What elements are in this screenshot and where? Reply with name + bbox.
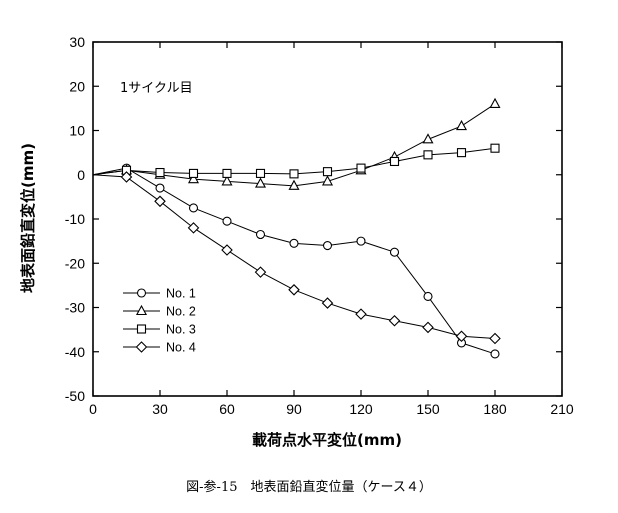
- data-point-square: [423, 150, 433, 160]
- data-point-circle: [155, 183, 165, 193]
- y-tick-label: 10: [69, 123, 85, 139]
- figure-caption: 図-参-15 地表面鉛直変位量（ケース４）: [186, 480, 432, 495]
- data-point-diamond: [388, 314, 401, 327]
- data-point-square: [389, 156, 400, 167]
- legend-label: No. 1: [166, 287, 196, 301]
- x-tick-label: 210: [550, 401, 574, 417]
- y-axis-title: 地表面鉛直変位(mm): [19, 143, 37, 293]
- data-point-triangle: [422, 133, 434, 144]
- x-tick-label: 60: [219, 401, 235, 417]
- data-point-triangle: [489, 97, 501, 108]
- x-tick-label: 90: [286, 401, 302, 417]
- data-point-triangle: [254, 177, 267, 188]
- y-tick-label: -50: [65, 388, 85, 404]
- data-point-circle: [188, 203, 199, 213]
- data-point-square: [322, 167, 333, 177]
- data-point-square: [289, 169, 299, 179]
- data-point-diamond: [154, 195, 166, 208]
- data-point-diamond: [455, 330, 468, 343]
- data-point-triangle: [135, 304, 148, 316]
- chart-annotation: 1サイクル目: [120, 81, 193, 96]
- data-point-square: [222, 168, 232, 178]
- x-tick-label: 30: [152, 401, 168, 417]
- data-point-triangle: [221, 175, 233, 186]
- legend-item: No. 3: [123, 323, 196, 337]
- x-tick-label: 120: [349, 401, 373, 417]
- y-tick-label: 20: [69, 78, 85, 94]
- legend-item: No. 4: [123, 341, 196, 355]
- data-point-square: [255, 168, 266, 178]
- data-point-square: [356, 163, 366, 173]
- x-axis-title: 載荷点水平変位(mm): [252, 431, 402, 449]
- data-point-circle: [423, 291, 433, 301]
- y-tick-label: -40: [65, 344, 85, 360]
- legend-item: No. 2: [123, 305, 196, 319]
- y-tick-label: -10: [65, 211, 85, 227]
- data-point-circle: [389, 247, 400, 257]
- legend-label: No. 2: [166, 305, 196, 319]
- series-3: [92, 143, 500, 179]
- data-point-triangle: [321, 175, 334, 186]
- data-point-diamond: [489, 332, 501, 345]
- data-point-diamond: [187, 222, 200, 234]
- y-tick-label: -30: [65, 300, 85, 316]
- data-point-diamond: [221, 244, 233, 256]
- legend-label: No. 3: [166, 323, 196, 337]
- y-tick-label: 0: [77, 167, 85, 183]
- data-point-triangle: [455, 119, 468, 131]
- data-point-diamond: [422, 321, 434, 334]
- data-point-circle: [490, 349, 500, 359]
- series-line: [92, 174, 496, 339]
- data-point-circle: [289, 238, 299, 248]
- data-point-circle: [136, 288, 147, 298]
- data-point-circle: [255, 229, 266, 240]
- data-point-diamond: [120, 171, 133, 183]
- data-point-circle: [222, 216, 232, 226]
- legend-label: No. 4: [166, 341, 196, 355]
- data-point-diamond: [321, 297, 334, 309]
- data-point-diamond: [254, 266, 267, 278]
- data-point-diamond: [355, 308, 367, 320]
- data-point-square: [188, 168, 199, 178]
- y-tick-label: 30: [69, 34, 85, 50]
- series-4: [92, 171, 501, 345]
- data-point-square: [456, 148, 467, 158]
- data-point-diamond: [288, 284, 300, 296]
- y-tick-label: -20: [65, 255, 85, 271]
- data-point-circle: [322, 241, 333, 251]
- x-tick-label: 0: [89, 401, 97, 417]
- x-tick-label: 180: [483, 401, 507, 417]
- data-point-triangle: [187, 173, 200, 184]
- legend-item: No. 1: [123, 287, 196, 301]
- data-point-square: [136, 324, 147, 334]
- data-point-diamond: [135, 341, 148, 353]
- data-point-circle: [356, 236, 366, 246]
- data-point-triangle: [288, 179, 300, 190]
- data-point-square: [155, 167, 165, 178]
- x-tick-label: 150: [416, 401, 440, 417]
- data-point-square: [490, 143, 500, 153]
